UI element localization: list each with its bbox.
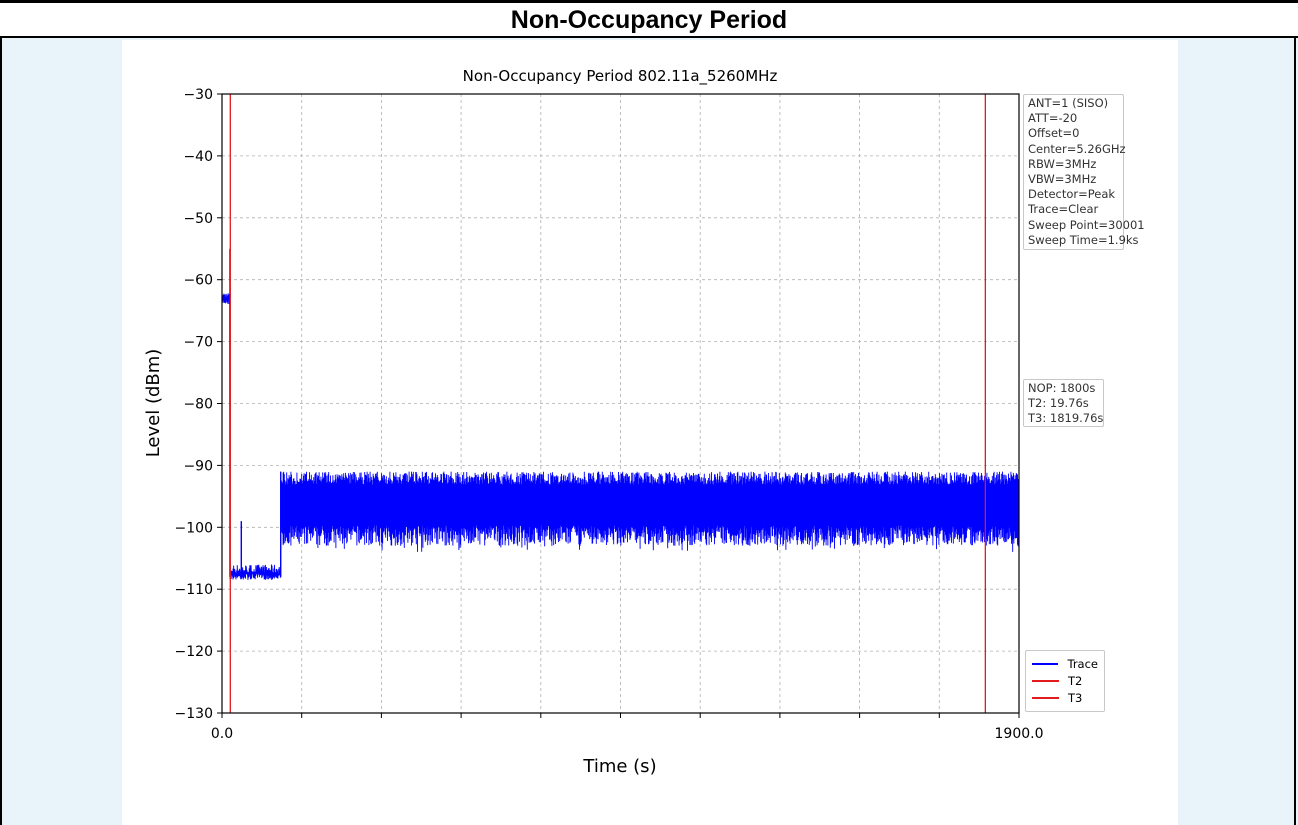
setting-line: ANT=1 (SISO) xyxy=(1028,96,1109,110)
setting-line: Offset=0 xyxy=(1028,126,1080,141)
chart-title: Non-Occupancy Period 802.11a_5260MHz xyxy=(463,67,778,86)
nop-line: T3: 1819.76s xyxy=(1028,411,1104,426)
y-tick-label: −30 xyxy=(183,87,213,103)
setting-line: VBW=3MHz xyxy=(1028,172,1097,187)
marker-layer xyxy=(229,94,986,713)
setting-line: Center=5.26GHz xyxy=(1028,141,1126,156)
section-title: Non-Occupancy Period xyxy=(510,6,788,34)
legend-item-trace: Trace xyxy=(1032,655,1098,672)
nop-line: NOP: 1800s xyxy=(1028,381,1096,395)
nop-chart: Non-Occupancy Period 802.11a_5260MHz −30… xyxy=(143,67,1044,777)
legend-item-t3: T3 xyxy=(1032,689,1098,706)
setting-line: Trace=Clear xyxy=(1028,202,1099,217)
setting-line: Detector=Peak xyxy=(1028,187,1116,202)
y-tick-label: −80 xyxy=(183,397,213,413)
x-tick-label: 0.0 xyxy=(211,726,233,742)
y-tick-label: −130 xyxy=(175,706,213,722)
ticks: −30 −40 −50 −60 −70 −80 −90 −100 −110 −120 −130 0.0… xyxy=(175,87,1044,742)
y-tick-label: −50 xyxy=(183,211,213,227)
setting-line: RBW=3MHz xyxy=(1028,156,1097,171)
setting-line: Sweep Time=1.9ks xyxy=(1028,232,1139,247)
top-border xyxy=(0,0,1298,3)
grid xyxy=(222,94,1019,713)
measurement-settings-box: ANT=1 (SISO) ATT=-20 Offset=0 Center=5.26GH… xyxy=(1023,94,1145,250)
legend-item-t2: T2 xyxy=(1032,672,1098,689)
plot-area: Non-Occupancy Period 802.11a_5260MHz −30… xyxy=(122,40,1178,825)
nop-line: T2: 19.76s xyxy=(1028,396,1089,411)
section-header: Non-Occupancy Period xyxy=(0,3,1298,38)
y-tick-label: −70 xyxy=(183,335,213,351)
trace-line xyxy=(221,292,1020,580)
setting-line: Sweep Point=30001 xyxy=(1028,217,1145,232)
legend: Trace T2 T3 xyxy=(1025,650,1105,712)
legend-swatch-t2 xyxy=(1032,679,1059,682)
y-tick-label: −120 xyxy=(175,644,213,660)
y-tick-label: −60 xyxy=(183,273,213,289)
y-axis-label: Level (dBm) xyxy=(143,349,164,458)
legend-swatch-trace xyxy=(1032,662,1059,665)
legend-swatch-t3 xyxy=(1032,696,1059,699)
setting-line: ATT=-20 xyxy=(1028,111,1078,126)
x-axis-label: Time (s) xyxy=(582,756,656,777)
legend-label-trace: Trace xyxy=(1067,656,1098,671)
x-tick-label: 1900.0 xyxy=(995,726,1044,742)
y-tick-label: −90 xyxy=(183,458,213,474)
legend-label-t2: T2 xyxy=(1068,673,1083,688)
nop-result-box: NOP: 1800s T2: 19.76s T3: 1819.76s xyxy=(1023,379,1104,427)
y-tick-label: −110 xyxy=(175,582,213,598)
legend-label-t3: T3 xyxy=(1068,690,1083,705)
y-tick-label: −100 xyxy=(175,520,213,536)
y-tick-label: −40 xyxy=(183,149,213,165)
